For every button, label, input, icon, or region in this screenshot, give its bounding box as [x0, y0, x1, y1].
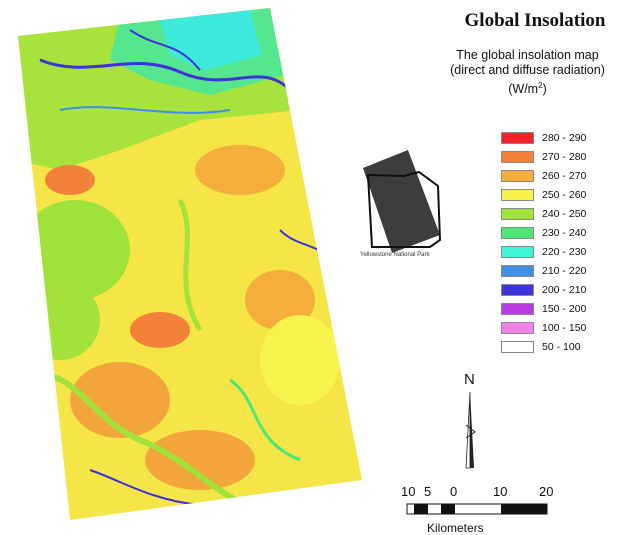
legend-label: 260 - 270: [542, 169, 587, 182]
legend-swatch: [501, 150, 534, 163]
map-subtitle: The global insolation map (direct and di…: [415, 48, 638, 97]
subtitle-unit: (W/m2): [415, 78, 638, 97]
legend-item: 200 - 210: [501, 280, 586, 299]
legend-swatch: [501, 226, 534, 239]
scale-tick-label: 5: [424, 484, 432, 499]
legend-swatch: [501, 340, 534, 353]
locator-label: Yellowstone National Park: [360, 252, 430, 258]
scale-unit-label: Kilometers: [427, 521, 484, 535]
legend-swatch: [501, 131, 534, 144]
wyoming-outline: [366, 170, 442, 248]
subtitle-line-2: (direct and diffuse radiation): [450, 63, 605, 77]
legend-item: 100 - 150: [501, 318, 586, 337]
legend-swatch: [501, 321, 534, 334]
legend-item: 50 - 100: [501, 337, 586, 356]
unit-end: ): [542, 82, 547, 97]
legend-label: 100 - 150: [542, 321, 587, 334]
subtitle-line-1: The global insolation map: [456, 48, 599, 62]
legend-label: 270 - 280: [542, 150, 587, 163]
legend-swatch: [501, 245, 534, 258]
scale-tick-label: 10: [401, 484, 416, 499]
legend-label: 220 - 230: [542, 245, 587, 258]
north-label: N: [464, 371, 475, 388]
insolation-raster: [18, 8, 362, 520]
scale-tick-label: 0: [450, 484, 458, 499]
unit-superscript: 2: [538, 81, 543, 90]
legend-label: 250 - 260: [542, 188, 587, 201]
legend-swatch: [501, 302, 534, 315]
scale-tick-label: 10: [493, 484, 508, 499]
legend-item: 270 - 280: [501, 147, 586, 166]
legend-swatch: [501, 283, 534, 296]
legend-label: 200 - 210: [542, 283, 587, 296]
legend-label: 50 - 100: [542, 340, 581, 353]
legend-item: 240 - 250: [501, 204, 586, 223]
legend-item: 230 - 240: [501, 223, 586, 242]
scale-bar: [406, 503, 548, 515]
legend-swatch: [501, 207, 534, 220]
legend-item: 210 - 220: [501, 261, 586, 280]
legend-swatch: [501, 264, 534, 277]
legend-label: 280 - 290: [542, 131, 587, 144]
legend-item: 150 - 200: [501, 299, 586, 318]
unit-base: (W/m: [508, 82, 539, 97]
legend-item: 280 - 290: [501, 128, 586, 147]
legend-item: 260 - 270: [501, 166, 586, 185]
legend-item: 250 - 260: [501, 185, 586, 204]
legend-swatch: [501, 169, 534, 182]
legend-label: 240 - 250: [542, 207, 587, 220]
legend-label: 210 - 220: [542, 264, 587, 277]
north-arrow: [465, 391, 476, 469]
park-extent-box: [363, 150, 440, 253]
legend-label: 150 - 200: [542, 302, 587, 315]
legend-swatch: [501, 188, 534, 201]
scale-tick-label: 20: [539, 484, 554, 499]
legend-item: 220 - 230: [501, 242, 586, 261]
map-title: Global Insolation: [464, 10, 606, 31]
legend: 280 - 290 270 - 280 260 - 270 250 - 260 240 …: [501, 128, 586, 356]
locator-map: [363, 150, 442, 253]
legend-label: 230 - 240: [542, 226, 587, 239]
